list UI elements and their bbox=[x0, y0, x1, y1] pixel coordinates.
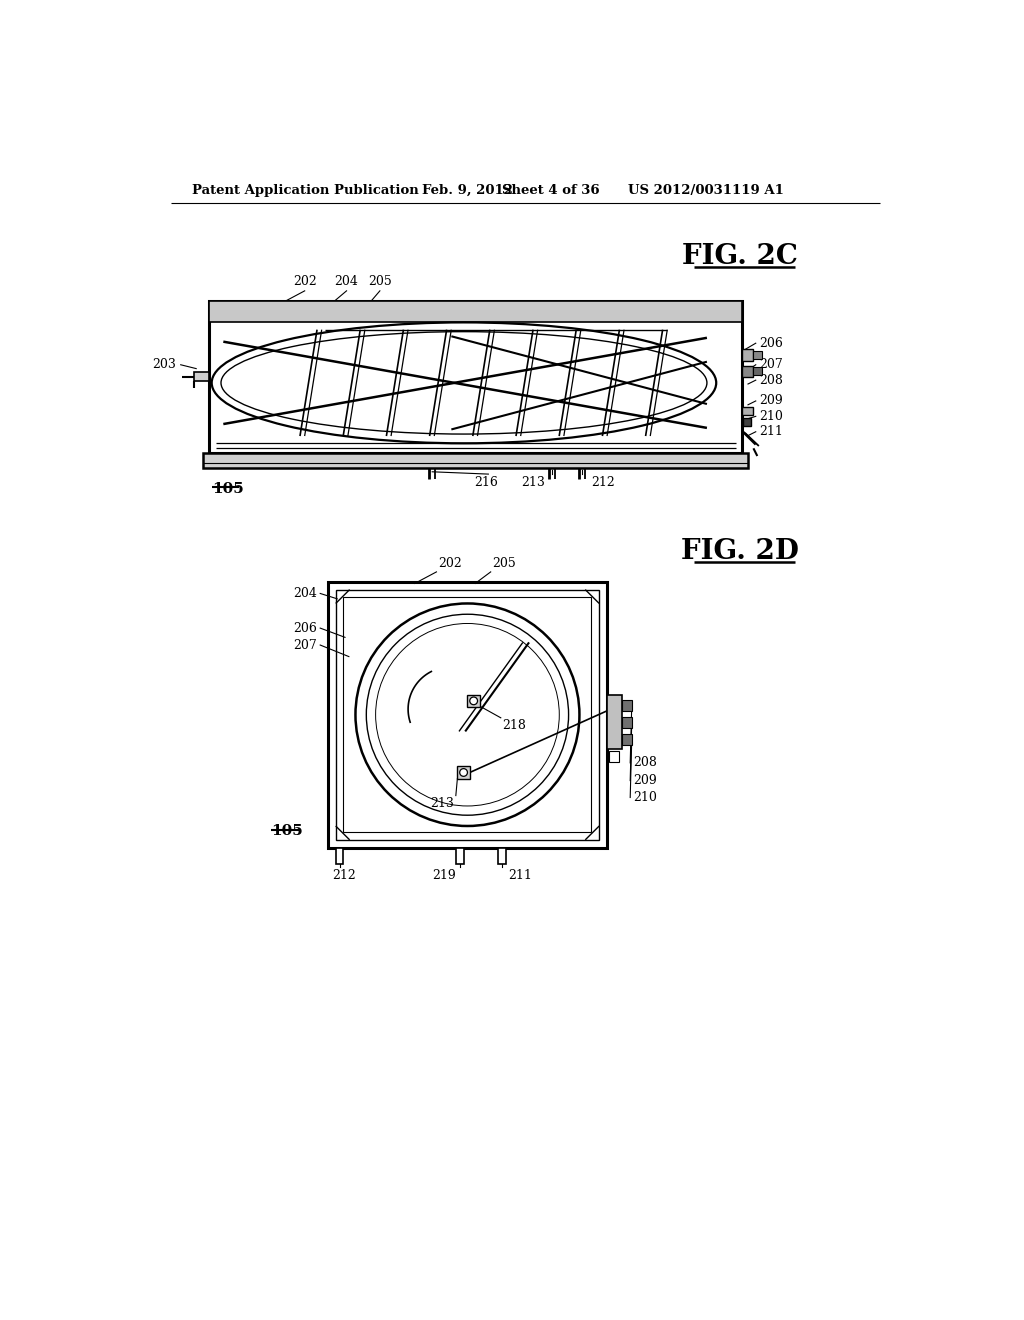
Bar bbox=[623, 700, 632, 711]
Bar bbox=[194, 372, 209, 381]
Bar bbox=[458, 767, 470, 779]
Text: FIG. 2D: FIG. 2D bbox=[681, 537, 799, 565]
Text: 211: 211 bbox=[760, 425, 783, 438]
Text: 105: 105 bbox=[212, 482, 244, 496]
Text: 204: 204 bbox=[335, 275, 358, 288]
Text: 207: 207 bbox=[760, 358, 783, 371]
Text: 210: 210 bbox=[760, 409, 783, 422]
Bar bbox=[623, 734, 632, 744]
Text: FIG. 2C: FIG. 2C bbox=[682, 243, 798, 269]
Bar bbox=[343, 597, 592, 832]
Bar bbox=[467, 694, 480, 708]
Bar bbox=[743, 418, 751, 426]
Text: 105: 105 bbox=[271, 825, 303, 838]
Text: 205: 205 bbox=[493, 557, 516, 570]
Bar bbox=[741, 348, 753, 362]
Bar bbox=[336, 847, 343, 865]
Bar bbox=[456, 847, 464, 865]
Text: Feb. 9, 2012: Feb. 9, 2012 bbox=[423, 185, 513, 197]
Text: Sheet 4 of 36: Sheet 4 of 36 bbox=[502, 185, 599, 197]
Bar bbox=[203, 453, 748, 469]
Text: 216: 216 bbox=[474, 475, 498, 488]
Bar bbox=[753, 351, 762, 359]
Bar bbox=[623, 717, 632, 727]
Text: 209: 209 bbox=[760, 395, 783, 408]
Bar bbox=[209, 301, 741, 322]
Bar bbox=[328, 582, 607, 847]
Text: 211: 211 bbox=[509, 869, 532, 882]
Text: 210: 210 bbox=[633, 791, 657, 804]
Text: 203: 203 bbox=[153, 358, 176, 371]
Bar bbox=[753, 367, 762, 375]
Text: 202: 202 bbox=[438, 557, 462, 570]
Bar bbox=[608, 751, 620, 762]
Bar bbox=[741, 408, 753, 416]
Bar bbox=[209, 301, 741, 453]
Text: 219: 219 bbox=[432, 869, 456, 882]
Circle shape bbox=[470, 697, 477, 705]
Bar bbox=[607, 696, 623, 750]
Bar bbox=[499, 847, 506, 865]
Text: 218: 218 bbox=[503, 719, 526, 733]
Circle shape bbox=[460, 768, 467, 776]
Text: 208: 208 bbox=[760, 374, 783, 387]
Text: 209: 209 bbox=[633, 774, 657, 787]
Text: 205: 205 bbox=[368, 275, 392, 288]
Text: 202: 202 bbox=[293, 275, 316, 288]
Text: 206: 206 bbox=[760, 337, 783, 350]
Bar bbox=[741, 366, 753, 376]
Text: 212: 212 bbox=[332, 869, 355, 882]
Text: 208: 208 bbox=[633, 756, 657, 770]
Bar bbox=[336, 590, 599, 840]
Text: 206: 206 bbox=[293, 622, 317, 635]
Text: Patent Application Publication: Patent Application Publication bbox=[193, 185, 419, 197]
Text: 204: 204 bbox=[293, 587, 317, 601]
Text: US 2012/0031119 A1: US 2012/0031119 A1 bbox=[628, 185, 783, 197]
Text: 207: 207 bbox=[293, 639, 317, 652]
Text: 212: 212 bbox=[591, 475, 614, 488]
Text: 213: 213 bbox=[430, 797, 455, 810]
Text: 213: 213 bbox=[521, 475, 546, 488]
